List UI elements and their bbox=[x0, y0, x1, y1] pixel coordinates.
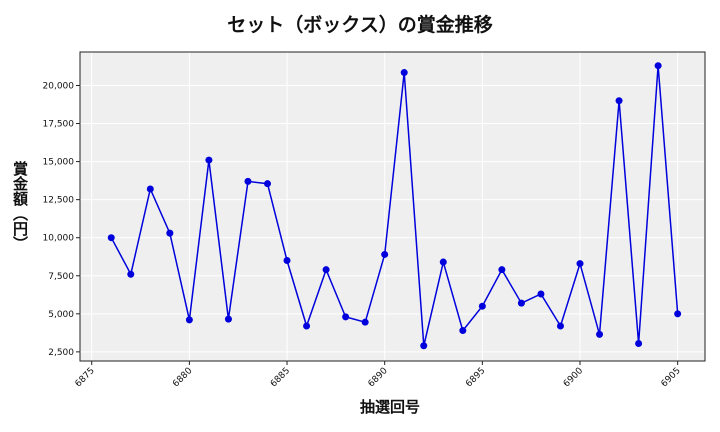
y-tick-label: 20,000 bbox=[43, 81, 75, 91]
data-point bbox=[674, 310, 682, 318]
data-point bbox=[303, 322, 311, 330]
plot-area bbox=[80, 52, 705, 361]
data-point bbox=[537, 290, 545, 298]
y-axis-label: 賞金額（円） bbox=[11, 161, 29, 251]
data-point bbox=[381, 250, 389, 258]
data-point bbox=[283, 257, 291, 265]
data-point bbox=[146, 185, 154, 193]
data-point bbox=[400, 69, 408, 77]
y-tick-label: 7,500 bbox=[48, 272, 74, 282]
data-point bbox=[478, 302, 486, 310]
data-point bbox=[576, 260, 584, 268]
y-tick-label: 10,000 bbox=[43, 234, 75, 244]
data-point bbox=[127, 270, 135, 278]
data-point bbox=[166, 229, 174, 237]
y-tick-label: 2,500 bbox=[48, 348, 74, 358]
y-tick-label: 12,500 bbox=[43, 196, 75, 206]
data-point bbox=[322, 266, 330, 274]
data-point bbox=[654, 62, 662, 70]
data-point bbox=[361, 318, 369, 326]
data-point bbox=[244, 177, 252, 185]
data-point bbox=[517, 299, 525, 307]
x-tick-label: 6885 bbox=[269, 366, 292, 389]
series-line bbox=[110, 65, 679, 346]
y-tick-label: 15,000 bbox=[43, 158, 75, 168]
data-point bbox=[264, 180, 271, 188]
data-point bbox=[596, 330, 604, 338]
grid-lines bbox=[80, 52, 705, 361]
x-tick-label: 6895 bbox=[464, 366, 487, 389]
data-point bbox=[615, 97, 623, 105]
plot-frame bbox=[79, 51, 706, 362]
data-point bbox=[185, 316, 193, 324]
y-tick-label: 17,500 bbox=[43, 120, 75, 130]
data-point bbox=[205, 156, 213, 164]
chart-title: セット（ボックス）の賞金推移 bbox=[227, 14, 493, 36]
data-point bbox=[459, 327, 467, 335]
data-point bbox=[107, 234, 115, 242]
x-tick-label: 6875 bbox=[74, 366, 97, 389]
data-point bbox=[439, 258, 447, 266]
x-tick-label: 6890 bbox=[367, 366, 390, 389]
data-point bbox=[556, 322, 564, 330]
data-point bbox=[420, 342, 428, 350]
data-point bbox=[635, 339, 643, 347]
x-axis-label: 抽選回号 bbox=[359, 398, 420, 416]
data-series bbox=[107, 62, 682, 350]
data-point bbox=[224, 315, 232, 323]
data-point bbox=[498, 266, 506, 274]
x-tick-label: 6900 bbox=[562, 366, 585, 389]
y-tick-label: 5,000 bbox=[48, 310, 74, 320]
x-tick-label: 6905 bbox=[660, 366, 683, 389]
data-point bbox=[342, 313, 350, 321]
x-tick-label: 6880 bbox=[171, 366, 194, 389]
